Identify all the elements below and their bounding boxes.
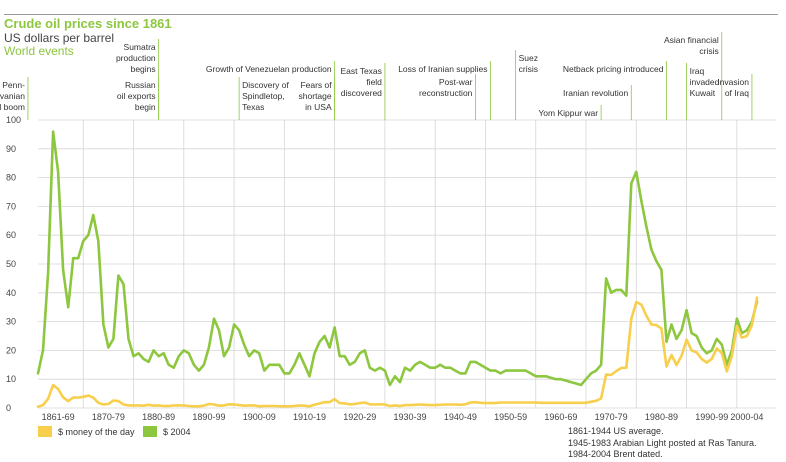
legend-swatch-green	[143, 426, 157, 437]
x-tick-label: 1900-09	[243, 412, 276, 422]
event-label: Loss of Iranian supplies	[398, 64, 487, 74]
event-label: Yom Kippur war	[538, 108, 598, 118]
x-tick-label: 1960-69	[544, 412, 577, 422]
x-tick-label: 1870-79	[92, 412, 125, 422]
y-tick-label: 10	[6, 374, 16, 384]
event-label: East Texas field discovered	[340, 66, 382, 98]
x-tick-label: 1890-99	[192, 412, 225, 422]
x-tick-label: 1920-29	[343, 412, 376, 422]
x-tick-label: 1990-99	[695, 412, 728, 422]
source-notes: 1861-1944 US average. 1945-1983 Arabian …	[568, 426, 756, 461]
y-tick-label: 20	[6, 345, 16, 355]
y-tick-label: 30	[6, 317, 16, 327]
note-line: 1984-2004 Brent dated.	[568, 449, 663, 459]
note-line: 1861-1944 US average.	[568, 426, 664, 436]
legend-money-of-day: $ money of the day	[38, 426, 135, 437]
events-label: World events	[4, 44, 74, 58]
x-tick-label: 1980-89	[645, 412, 678, 422]
y-tick-label: 80	[6, 173, 16, 183]
event-label: Post-war reconstruction	[419, 77, 473, 98]
event-label: Iraq invaded Kuwait	[690, 66, 720, 98]
x-tick-label: 1940-49	[444, 412, 477, 422]
chart-title: Crude oil prices since 1861	[4, 16, 172, 31]
chart-subtitle: US dollars per barrel	[4, 31, 115, 45]
event-label: Asian financial crisis	[664, 35, 719, 56]
event-label: Russian oil exports begin	[117, 80, 156, 112]
header-rule	[4, 14, 778, 15]
x-tick-label: 1950-59	[494, 412, 527, 422]
note-line: 1945-1983 Arabian Light posted at Ras Ta…	[568, 437, 757, 448]
event-label: Iranian revolution	[563, 88, 628, 98]
legend-swatch-yellow	[38, 426, 52, 437]
x-tick-label: 1880-89	[142, 412, 175, 422]
event-label: Discovery of Spindletop, Texas	[242, 80, 289, 112]
x-tick-label: 2000-04	[730, 412, 763, 422]
event-label: Sumatra production begins	[116, 42, 156, 74]
x-tick-label: 1861-69	[42, 412, 75, 422]
x-tick-label: 1930-39	[394, 412, 427, 422]
event-label: Penn-sylvanianoil boom	[0, 80, 25, 112]
y-tick-label: 100	[6, 115, 21, 125]
x-tick-label: 1970-79	[595, 412, 628, 422]
event-label: Suez crisis	[519, 53, 538, 74]
event-label: Invasion of Iraq	[717, 77, 749, 98]
legend-2004: $ 2004	[143, 426, 191, 437]
event-label: Growth of Venezuelan production	[206, 64, 332, 74]
y-tick-label: 40	[6, 288, 16, 298]
y-tick-label: 0	[6, 403, 11, 413]
legend-label-money: $ money of the day	[58, 426, 135, 437]
y-tick-label: 90	[6, 144, 16, 154]
y-tick-label: 60	[6, 230, 16, 240]
x-tick-label: 1910-19	[293, 412, 326, 422]
legend-label-2004: $ 2004	[163, 426, 191, 437]
y-tick-label: 50	[6, 259, 16, 269]
series-line-money-of-day	[36, 296, 759, 408]
series-line-2004	[36, 130, 759, 387]
y-tick-label: 70	[6, 201, 16, 211]
event-label: Fears of shortage in USA	[299, 80, 333, 112]
event-label: Netback pricing introduced	[563, 64, 664, 74]
